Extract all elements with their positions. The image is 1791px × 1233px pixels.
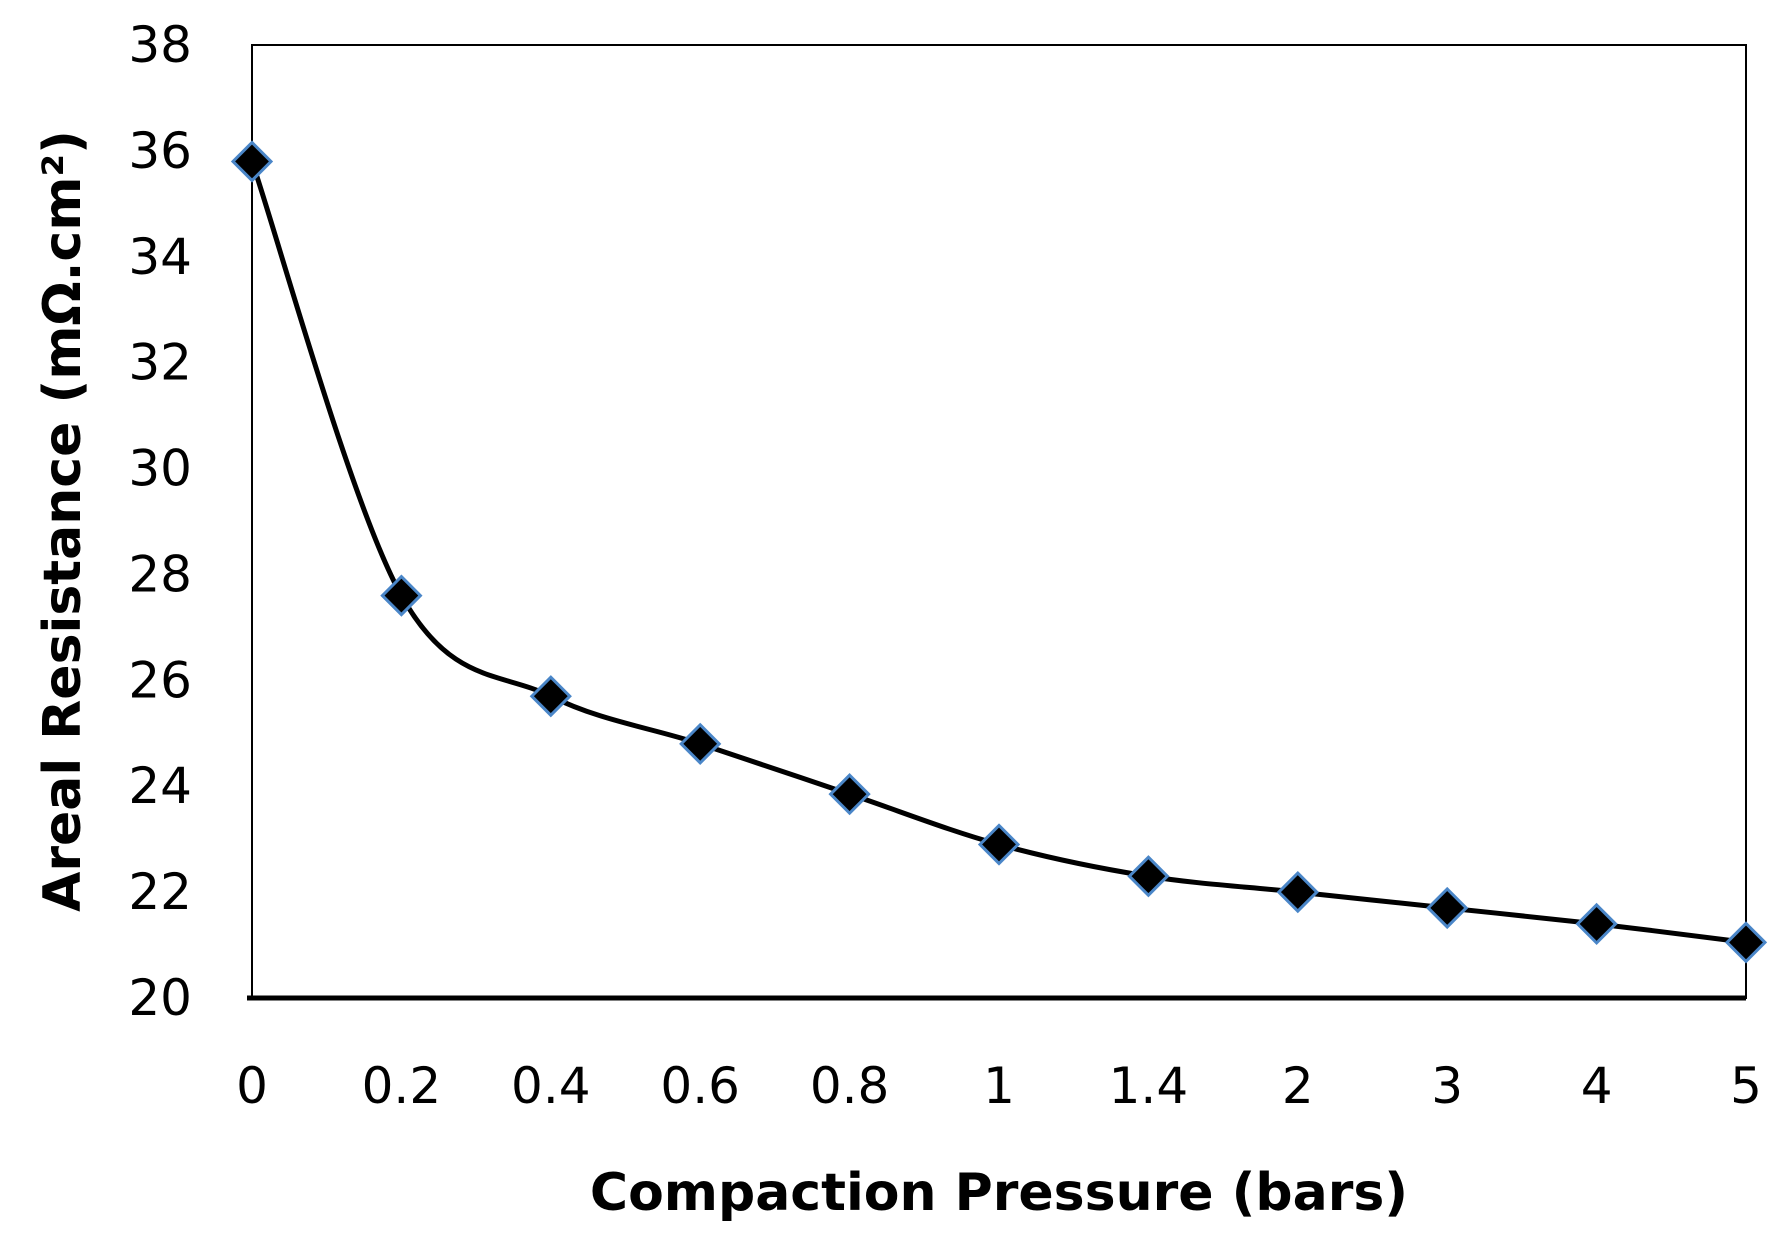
y-axis-title: Areal Resistance (mΩ.cm²) (33, 130, 93, 912)
data-point-marker (1724, 921, 1768, 964)
x-tick-label: 0 (236, 1057, 268, 1115)
y-tick-label: 20 (128, 969, 192, 1027)
y-tick-label: 34 (128, 228, 192, 286)
x-tick-label: 0.8 (810, 1057, 890, 1115)
data-point-marker (380, 574, 423, 617)
data-point-marker (529, 675, 572, 718)
x-tick-label: 1 (983, 1057, 1015, 1115)
y-tick-label: 26 (128, 651, 192, 709)
data-point-marker (230, 140, 274, 183)
y-tick-label: 22 (128, 863, 192, 921)
y-tick-label: 28 (128, 545, 192, 603)
data-point-marker (828, 773, 871, 816)
y-tick-label: 30 (128, 440, 192, 498)
x-tick-label: 2 (1282, 1057, 1314, 1115)
data-point-marker (1127, 855, 1170, 898)
x-tick-labels: 0 0.2 0.4 0.6 0.8 1 1.4 2 3 4 5 (236, 1057, 1762, 1115)
x-tick-label: 4 (1581, 1057, 1613, 1115)
data-point-marker (977, 823, 1021, 866)
x-tick-label: 0.2 (362, 1057, 442, 1115)
data-point-marker (679, 722, 722, 765)
y-tick-labels: 20 22 24 26 28 30 32 34 36 38 (128, 16, 192, 1027)
y-tick-label: 38 (128, 16, 192, 74)
y-tick-label: 36 (128, 122, 192, 180)
data-point-marker (1426, 886, 1469, 930)
data-point-marker (1276, 870, 1319, 914)
y-tick-label: 24 (128, 757, 192, 815)
x-tick-label: 0.4 (511, 1057, 591, 1115)
x-tick-label: 0.6 (660, 1057, 740, 1115)
series-line (249, 160, 1747, 945)
y-tick-label: 32 (128, 334, 192, 392)
x-tick-label: 3 (1431, 1057, 1463, 1115)
x-tick-label: 5 (1730, 1057, 1762, 1115)
data-markers (230, 140, 1768, 964)
x-tick-label: 1.4 (1109, 1057, 1189, 1115)
data-point-marker (1575, 902, 1618, 945)
x-axis-title: Compaction Pressure (bars) (590, 1163, 1408, 1223)
